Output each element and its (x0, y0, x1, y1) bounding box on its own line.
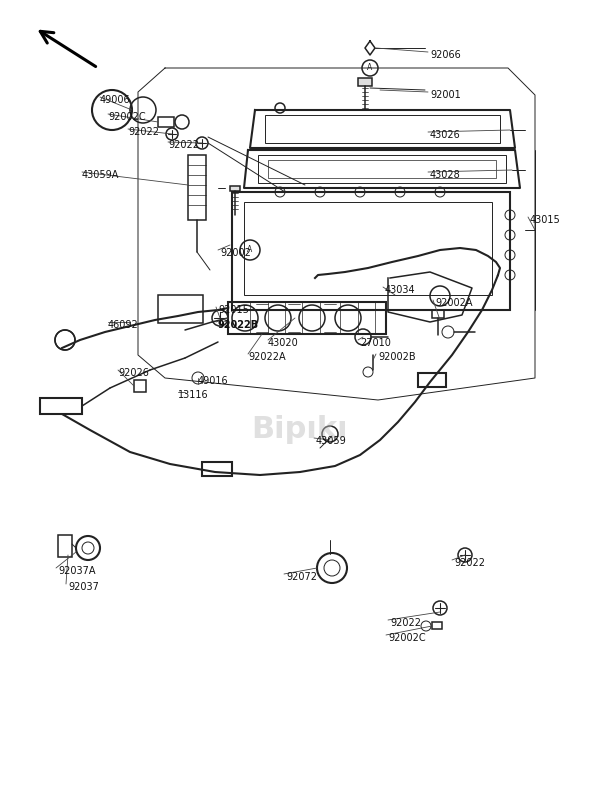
Text: 92037: 92037 (68, 582, 99, 592)
Text: 46092: 46092 (108, 320, 139, 330)
Text: 13116: 13116 (178, 390, 209, 400)
Text: 49006: 49006 (100, 95, 131, 105)
Text: 43059A: 43059A (82, 170, 119, 180)
Text: 92015: 92015 (218, 305, 249, 315)
Bar (228, 302, 386, 334)
Bar (40, 398, 82, 414)
Text: 92002C: 92002C (108, 112, 146, 122)
Text: 92002B: 92002B (378, 352, 416, 362)
Bar (202, 462, 232, 476)
Text: 92022B: 92022B (218, 320, 259, 330)
Bar (134, 380, 146, 392)
Text: 92022: 92022 (454, 558, 485, 568)
Bar (230, 186, 240, 191)
Text: 92072: 92072 (286, 572, 317, 582)
Text: 43015: 43015 (530, 215, 561, 225)
Text: 92002C: 92002C (388, 633, 425, 643)
Text: 92002: 92002 (220, 248, 251, 258)
Bar (258, 155, 506, 183)
Bar (232, 192, 510, 310)
Text: A: A (247, 246, 253, 254)
Bar (265, 115, 500, 143)
Text: A: A (367, 64, 373, 72)
Bar (358, 78, 372, 86)
Text: 92022: 92022 (168, 140, 199, 150)
Bar (432, 622, 442, 629)
Bar (244, 202, 492, 295)
Text: 49016: 49016 (198, 376, 229, 386)
Text: 92022A: 92022A (248, 352, 286, 362)
Bar (188, 155, 206, 220)
Text: Bipıkı: Bipıkı (251, 415, 349, 444)
Bar (58, 535, 72, 557)
Text: 92022: 92022 (128, 127, 159, 137)
Text: 92026: 92026 (118, 368, 149, 378)
Text: 43028: 43028 (430, 170, 461, 180)
Bar (158, 117, 174, 127)
Text: 92037A: 92037A (58, 566, 95, 576)
Text: 43020: 43020 (268, 338, 299, 348)
Text: 43059: 43059 (316, 436, 347, 446)
Bar (158, 295, 203, 323)
Text: 27010: 27010 (360, 338, 391, 348)
Bar (432, 310, 444, 318)
Text: 43026: 43026 (430, 130, 461, 140)
Text: 92022: 92022 (390, 618, 421, 628)
Text: 43034: 43034 (385, 285, 416, 295)
Bar (418, 373, 446, 387)
Text: 92066: 92066 (430, 50, 461, 60)
Bar (268, 160, 496, 178)
Text: 92002A: 92002A (435, 298, 473, 308)
Text: 92001: 92001 (430, 90, 461, 100)
